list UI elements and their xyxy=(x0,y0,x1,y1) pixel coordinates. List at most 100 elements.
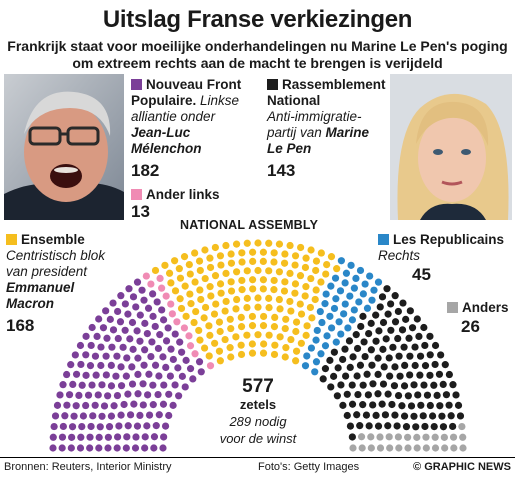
seat-rassemblement-national xyxy=(378,293,387,301)
seat-ensemble xyxy=(232,305,240,313)
seat-ensemble xyxy=(312,286,320,294)
seat-anders xyxy=(376,433,384,441)
footer-credit: © GRAPHIC NEWS xyxy=(413,461,511,473)
seat-nouveau-front-populaire xyxy=(129,293,138,301)
seat-nouveau-front-populaire xyxy=(78,423,86,431)
seat-ensemble xyxy=(317,249,325,257)
rn-leader-2: Le Pen xyxy=(267,141,312,156)
seat-nouveau-front-populaire xyxy=(72,370,81,378)
rn-leader-1: Marine xyxy=(325,125,370,140)
seat-nouveau-front-populaire xyxy=(121,326,129,334)
seat-nouveau-front-populaire xyxy=(98,381,106,389)
seat-ensemble xyxy=(260,340,268,348)
seat-nouveau-front-populaire xyxy=(104,444,112,452)
seat-nouveau-front-populaire xyxy=(122,444,130,452)
seat-nouveau-front-populaire xyxy=(82,351,90,359)
seat-ensemble xyxy=(217,289,225,297)
seat-rassemblement-national xyxy=(387,326,395,334)
seat-nouveau-front-populaire xyxy=(104,433,112,441)
seat-ensemble xyxy=(248,340,256,348)
seat-nouveau-front-populaire xyxy=(100,402,109,410)
seat-ensemble xyxy=(270,258,278,266)
footer-sources: Bronnen: Reuters, Interior Ministry xyxy=(4,461,172,473)
seat-ensemble xyxy=(192,307,200,316)
legend-other-left: Ander links 13 xyxy=(131,187,261,220)
seat-rassemblement-national xyxy=(369,380,377,388)
seat-nouveau-front-populaire xyxy=(150,433,159,441)
seat-ensemble xyxy=(222,241,230,250)
seat-les-republicains xyxy=(336,287,345,295)
seat-nouveau-front-populaire xyxy=(86,433,94,441)
seat-rassemblement-national xyxy=(381,411,390,419)
nfp-head-1: Nouveau Front xyxy=(146,77,242,92)
seat-ander-links xyxy=(180,324,189,332)
seat-rassemblement-national xyxy=(406,371,414,379)
seat-nouveau-front-populaire xyxy=(89,412,97,420)
seat-nouveau-front-populaire xyxy=(113,391,122,400)
seat-nouveau-front-populaire xyxy=(128,380,137,388)
seat-anders xyxy=(431,444,440,452)
seat-rassemblement-national xyxy=(374,422,383,430)
seat-nouveau-front-populaire xyxy=(82,401,90,410)
seat-rassemblement-national xyxy=(449,422,457,431)
seat-rassemblement-national xyxy=(400,382,409,390)
seat-ensemble xyxy=(292,318,301,326)
seat-nouveau-front-populaire xyxy=(150,444,158,452)
seat-nouveau-front-populaire xyxy=(70,412,78,420)
seat-nouveau-front-populaire xyxy=(96,423,104,431)
seat-nouveau-front-populaire xyxy=(195,358,204,366)
seat-ensemble xyxy=(265,239,273,247)
seat-rassemblement-national xyxy=(439,380,447,389)
seat-les-republicains xyxy=(307,344,316,352)
ensemble-head: Ensemble xyxy=(21,232,85,247)
seat-nouveau-front-populaire xyxy=(134,390,142,398)
seat-nouveau-front-populaire xyxy=(159,316,168,324)
seat-nouveau-front-populaire xyxy=(186,365,195,373)
lr-seats: 45 xyxy=(412,265,431,284)
seat-rassemblement-national xyxy=(398,402,406,410)
seat-nouveau-front-populaire xyxy=(61,412,69,420)
others-swatch xyxy=(447,302,458,313)
seat-rassemblement-national xyxy=(360,338,368,346)
seat-rassemblement-national xyxy=(330,372,338,380)
seat-les-republicains xyxy=(312,358,321,366)
seat-ensemble xyxy=(161,261,169,269)
seat-nouveau-front-populaire xyxy=(151,361,160,369)
nfp-swatch xyxy=(131,79,142,90)
seat-les-republicains xyxy=(312,336,320,344)
seat-ander-links xyxy=(147,280,155,288)
seat-ander-links xyxy=(186,342,195,350)
seat-rassemblement-national xyxy=(339,401,347,409)
seat-les-republicains xyxy=(337,257,345,265)
seat-ensemble xyxy=(196,266,204,275)
seat-ensemble xyxy=(249,285,257,293)
seat-ander-links xyxy=(185,332,193,340)
seat-ensemble xyxy=(175,265,183,273)
seat-nouveau-front-populaire xyxy=(82,332,90,340)
seat-nouveau-front-populaire xyxy=(132,303,140,311)
nfp-head-2: Populaire. xyxy=(131,93,197,108)
seat-les-republicains xyxy=(301,362,310,370)
seat-ensemble xyxy=(291,261,299,269)
seat-nouveau-front-populaire xyxy=(162,363,170,371)
seat-anders xyxy=(450,444,458,452)
seat-rassemblement-national xyxy=(391,411,399,419)
seat-nouveau-front-populaire xyxy=(113,352,121,360)
seat-ensemble xyxy=(201,303,210,312)
seat-nouveau-front-populaire xyxy=(109,326,118,334)
seat-nouveau-front-populaire xyxy=(160,433,168,441)
seat-nouveau-front-populaire xyxy=(182,356,190,364)
seat-anders xyxy=(441,444,449,452)
seat-ensemble xyxy=(180,253,189,261)
seat-les-republicains xyxy=(352,274,360,282)
page-subtitle: Frankrijk staat voor moeilijke onderhand… xyxy=(0,38,515,72)
seat-ensemble xyxy=(238,286,246,294)
seat-rassemblement-national xyxy=(396,372,404,380)
seat-nouveau-front-populaire xyxy=(133,327,141,335)
seat-rassemblement-national xyxy=(406,307,414,315)
seat-nouveau-front-populaire xyxy=(105,423,114,431)
seat-anders xyxy=(459,433,467,441)
seat-rassemblement-national xyxy=(430,423,438,431)
seat-ensemble xyxy=(302,283,310,291)
seat-ensemble xyxy=(312,257,321,265)
